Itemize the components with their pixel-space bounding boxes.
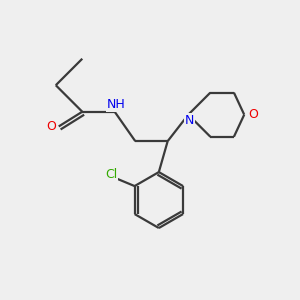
Text: O: O (46, 120, 56, 133)
Text: Cl: Cl (105, 168, 117, 181)
Text: N: N (185, 114, 194, 127)
Text: O: O (248, 108, 258, 121)
Text: NH: NH (107, 98, 125, 111)
